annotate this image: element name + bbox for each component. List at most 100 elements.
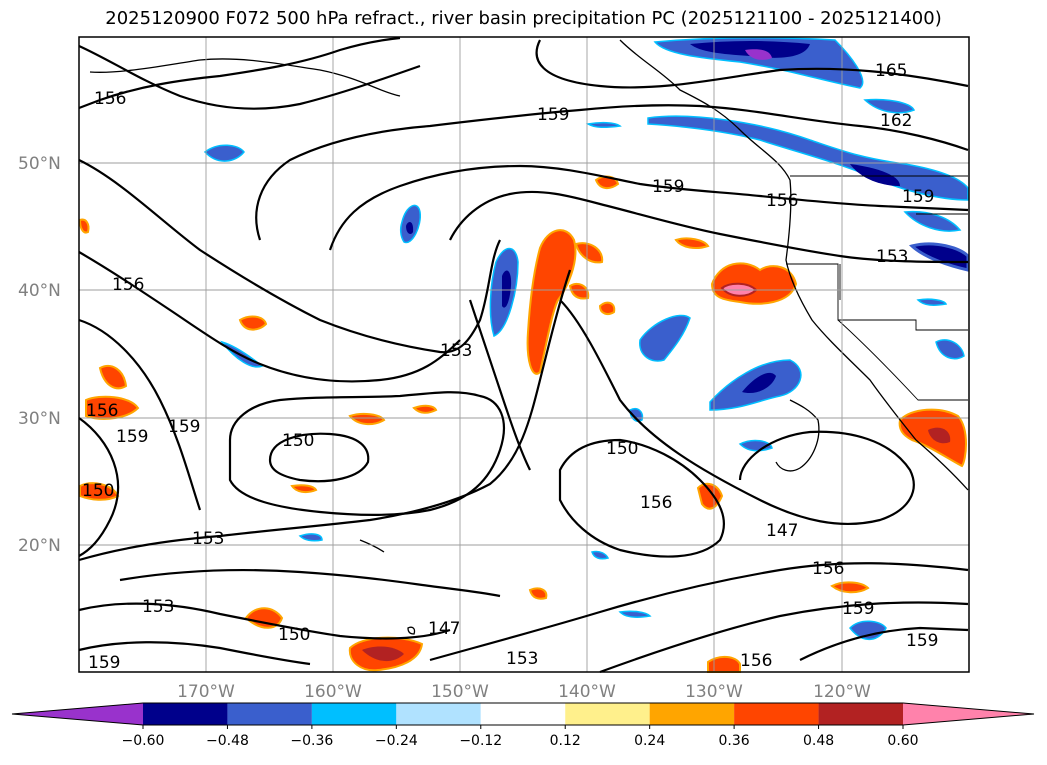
colorbar-tick-label: −0.60 [122, 733, 165, 749]
neg-blob-core [742, 372, 776, 394]
colorbar-segment [143, 703, 228, 725]
contour-150-closed [268, 432, 370, 483]
contour-156-top [78, 44, 421, 110]
neg-blob [863, 98, 916, 114]
hawaii-1 [359, 539, 385, 553]
neg-blob [591, 550, 610, 560]
colorbar: −0.60 −0.48 −0.36 −0.24 −0.12 0.12 0.24 0.36 0.4… [11, 702, 1035, 749]
contour-label: 159 [842, 599, 874, 619]
contour-label: 159 [88, 653, 120, 673]
neg-blob [618, 610, 652, 618]
neg-blob [585, 121, 622, 129]
contour-165 [535, 39, 969, 89]
contour-label: 150 [606, 439, 638, 459]
contour-line [78, 36, 401, 110]
contour-label: 147 [766, 521, 798, 541]
pos-blob-core [928, 427, 951, 444]
colorbar-tick-label: 0.12 [550, 733, 581, 749]
pos-blob [412, 404, 438, 414]
colorbar-tick-label: −0.36 [290, 733, 333, 749]
contour-line [78, 159, 501, 354]
contour-label: 150 [82, 481, 114, 501]
pos-blob [238, 315, 268, 331]
contour-159 [255, 104, 969, 241]
pos-blob [574, 242, 604, 264]
contour-150 [228, 391, 505, 516]
contour-153 [449, 190, 969, 264]
contour-label: 159 [902, 187, 934, 207]
contour-label: 159 [116, 427, 148, 447]
colorbar-segment [396, 703, 481, 725]
california-border [837, 319, 968, 401]
colorbar-tick-label: 0.24 [634, 733, 665, 749]
neg-blob [203, 144, 245, 162]
colorbar-tick-label: 0.36 [719, 733, 750, 749]
lon-axis: 170°W 160°W 150°W 140°W 130°W 120°W [177, 682, 871, 702]
lon-tick-label: 140°W [558, 682, 616, 702]
colorbar-segment [565, 703, 650, 725]
lat-tick-label: 40°N [18, 281, 61, 301]
pos-blob [674, 237, 710, 249]
lon-tick-label: 130°W [685, 682, 743, 702]
contour-label: 153 [192, 529, 224, 549]
colorbar-segment [227, 703, 312, 725]
contour-159c [599, 601, 969, 674]
small-island [407, 626, 416, 635]
contour-label: 159 [537, 105, 569, 125]
pos-blob [526, 229, 577, 375]
lon-tick-label: 160°W [304, 682, 362, 702]
neg-blob-core [690, 41, 810, 58]
contour-label-group: 165 162 159 159 159 156 156 156 153 153 … [82, 61, 938, 673]
contour-label: 156 [812, 559, 844, 579]
pos-blob [98, 365, 128, 390]
contour-147 [559, 299, 915, 526]
pos-blob [290, 484, 318, 494]
contour-line [119, 568, 501, 598]
lon-tick-label: 170°W [177, 682, 235, 702]
contour-lines [78, 36, 969, 674]
lat-tick-label: 50°N [18, 154, 61, 174]
neg-blob-peak [745, 49, 772, 60]
coastlines [89, 39, 969, 635]
contour-label: 156 [112, 275, 144, 295]
colorbar-tick-label: −0.48 [206, 733, 249, 749]
contour-line [78, 417, 120, 557]
map-title: 2025120900 F072 500 hPa refract., river … [105, 8, 942, 29]
neg-blob [849, 620, 887, 640]
contour-label: 156 [766, 191, 798, 211]
contour-label: 156 [94, 89, 126, 109]
pos-blob-core [362, 646, 404, 662]
na-west-coast [619, 39, 969, 491]
pos-blob [707, 656, 741, 673]
contour-150b [558, 438, 725, 558]
contour-label: 153 [142, 597, 174, 617]
pos-blob [348, 412, 386, 426]
contour-label: 159 [906, 631, 938, 651]
borders [786, 175, 968, 401]
colorbar-segment [818, 703, 903, 725]
contour-label: 159 [168, 417, 200, 437]
contour-label: 162 [880, 111, 912, 131]
contour-label: 156 [740, 651, 772, 671]
colorbar-tick-label: 0.48 [803, 733, 834, 749]
contour-label: 156 [86, 401, 118, 421]
colorbar-extend-min [12, 703, 143, 725]
contour-label: 153 [440, 341, 472, 361]
colorbar-extend-max [903, 703, 1034, 725]
baja-coast [775, 399, 820, 472]
lat-axis: 50°N 40°N 30°N 20°N [18, 154, 61, 556]
contour-label: 150 [278, 625, 310, 645]
contour-label: 156 [640, 493, 672, 513]
colorbar-segment [649, 703, 735, 725]
contour-153b [78, 269, 572, 562]
pos-blob [78, 218, 90, 234]
colorbar-segment [734, 703, 819, 725]
contour-line [468, 299, 531, 471]
lat-tick-label: 30°N [18, 409, 61, 429]
contour-153c [78, 602, 451, 640]
contour-label: 150 [282, 431, 314, 451]
colorbar-tick-label: −0.12 [459, 733, 502, 749]
contour-159b [328, 164, 969, 251]
gridlines [79, 37, 969, 672]
